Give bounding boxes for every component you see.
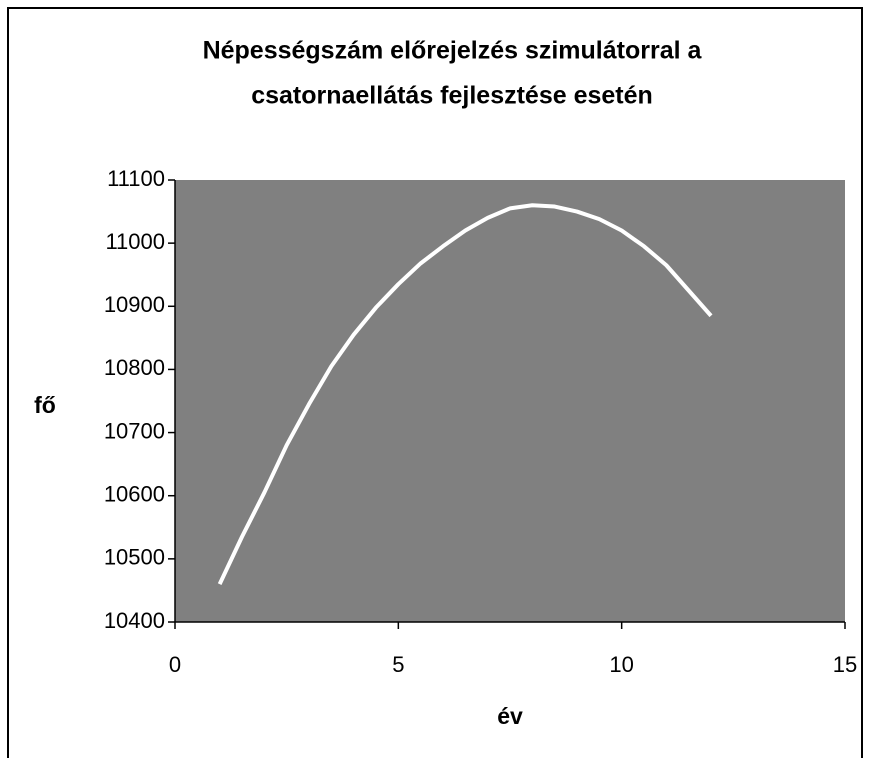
line-series: [217, 203, 713, 585]
plot-area: [175, 180, 845, 622]
y-tick-label: 10800: [104, 355, 165, 380]
x-tick-label: 5: [392, 652, 404, 677]
x-tick-label: 10: [609, 652, 633, 677]
chart-title: Népességszám előrejelzés szimulátorral a: [203, 37, 703, 65]
chart-border: [7, 7, 863, 758]
y-axis-label: fő: [34, 392, 56, 418]
x-axis-label: év: [497, 703, 523, 729]
y-tick-label: 10400: [104, 608, 165, 633]
y-tick-label: 10500: [104, 545, 165, 570]
y-tick-label: 10600: [104, 482, 165, 507]
x-tick-label: 15: [833, 652, 857, 677]
x-tick-label: 0: [169, 652, 181, 677]
y-tick-label: 10700: [104, 418, 165, 443]
chart-title: csatornaellátás fejlesztése esetén: [251, 82, 653, 110]
y-tick-label: 10900: [104, 292, 165, 317]
y-tick-label: 11000: [105, 229, 165, 254]
y-tick-label: 11100: [107, 166, 165, 191]
